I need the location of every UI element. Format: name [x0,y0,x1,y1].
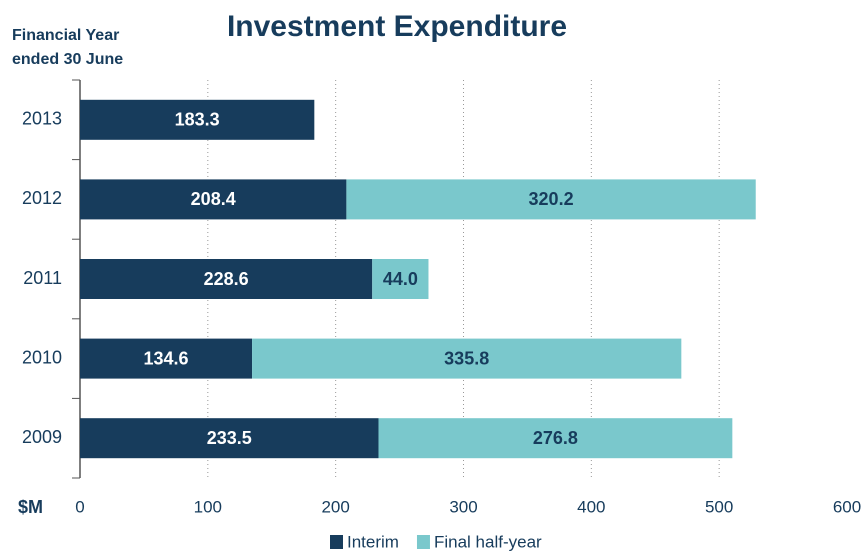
legend-swatch [330,535,343,549]
y-axis-label: ended 30 June [12,51,123,68]
chart-title: Investment Expenditure [227,10,567,43]
data-label: 44.0 [383,269,418,289]
bar [252,338,682,379]
y-tick-label: 2010 [22,347,62,367]
y-tick-label: 2011 [23,268,62,288]
y-tick-label: 2012 [22,188,62,208]
data-label: 228.6 [204,269,249,289]
data-label: 335.8 [444,348,489,368]
y-axis-label: Financial Year [12,27,119,44]
legend-swatch [416,535,430,549]
x-tick-label: 600 [833,497,861,516]
bar [372,259,429,299]
bar [378,418,733,459]
data-label: 320.2 [529,189,574,209]
x-tick-label: 200 [321,497,349,516]
y-tick-label: 2013 [22,109,62,129]
x-tick-label: 0 [75,497,84,516]
bar [80,418,379,459]
bar [80,338,253,379]
data-label: 183.3 [175,110,220,130]
bar [80,259,373,299]
x-tick-label: 400 [577,497,605,516]
legend-label: Interim [347,532,399,551]
data-label: 208.4 [191,189,236,209]
data-label: 134.6 [144,348,189,368]
bar [80,179,347,220]
data-label: 276.8 [533,428,578,448]
y-tick-label: 2009 [22,427,62,447]
x-tick-label: 300 [449,497,477,516]
x-tick-label: 500 [705,497,733,516]
x-axis-label: $M [18,497,43,517]
x-tick-label: 100 [194,497,222,516]
legend-label: Final half-year [434,532,542,551]
bar [346,179,756,220]
bar [80,99,315,140]
data-label: 233.5 [207,428,252,448]
